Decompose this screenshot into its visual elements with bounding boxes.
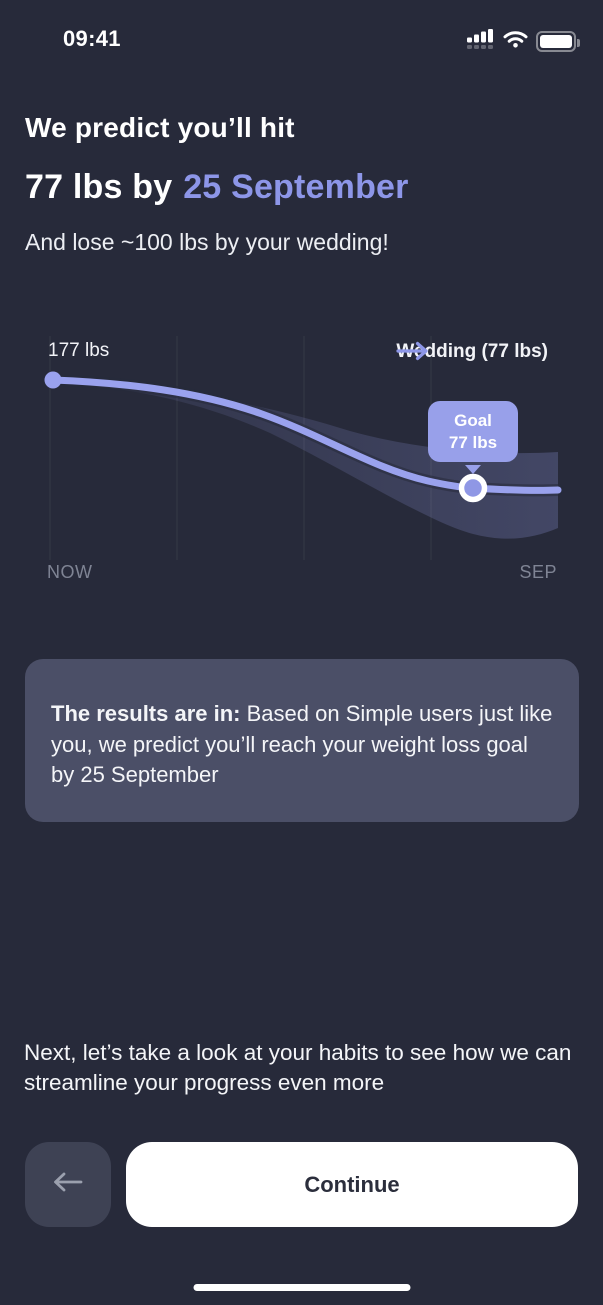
results-card: The results are in: Based on Simple user…: [25, 659, 579, 822]
cellular-signal-icon: [467, 29, 495, 54]
headline-line2: 77 lbs by 25 September: [25, 168, 409, 207]
next-steps-text: Next, let’s take a look at your habits t…: [24, 1040, 572, 1095]
goal-tooltip: Goal 77 lbs: [428, 401, 518, 462]
prediction-line: [49, 376, 562, 494]
wifi-icon: [503, 30, 528, 53]
x-axis-label-now: NOW: [47, 562, 93, 582]
headline-subtitle: And lose ~100 lbs by your wedding!: [25, 229, 389, 255]
continue-button[interactable]: Continue: [126, 1142, 578, 1227]
battery-icon: [536, 31, 580, 52]
wedding-annotation: Wedding (77 lbs): [396, 341, 557, 363]
goal-tooltip-value: 77 lbs: [448, 432, 498, 452]
left-arrow-icon: [53, 1171, 83, 1198]
back-button[interactable]: [25, 1142, 111, 1227]
headline-goal-date: 25 September: [183, 168, 409, 206]
confidence-band: [53, 380, 558, 539]
headline-goal-weight: 77 lbs by: [25, 168, 173, 206]
home-indicator[interactable]: [193, 1284, 410, 1291]
headline-line1: We predict you’ll hit: [25, 112, 295, 143]
goal-tooltip-title: Goal: [454, 410, 492, 430]
start-point: [44, 371, 62, 389]
wedding-annotation-label: Wedding (77 lbs): [396, 341, 548, 362]
current-weight-label: 177 lbs: [48, 340, 110, 361]
x-axis-label-sep: SEP: [519, 562, 557, 582]
status-bar-time: 09:41: [63, 26, 121, 51]
results-card-body: Based on Simple users just like you, we …: [51, 701, 553, 787]
chart-canvas: [44, 336, 564, 560]
goal-point: [458, 473, 488, 503]
status-bar-icons: [467, 29, 580, 54]
results-card-lead: The results are in:: [51, 701, 241, 726]
weight-prediction-chart: 177 lbs Wedding (77 lbs) Goal 77 lbs NOW…: [0, 330, 603, 592]
